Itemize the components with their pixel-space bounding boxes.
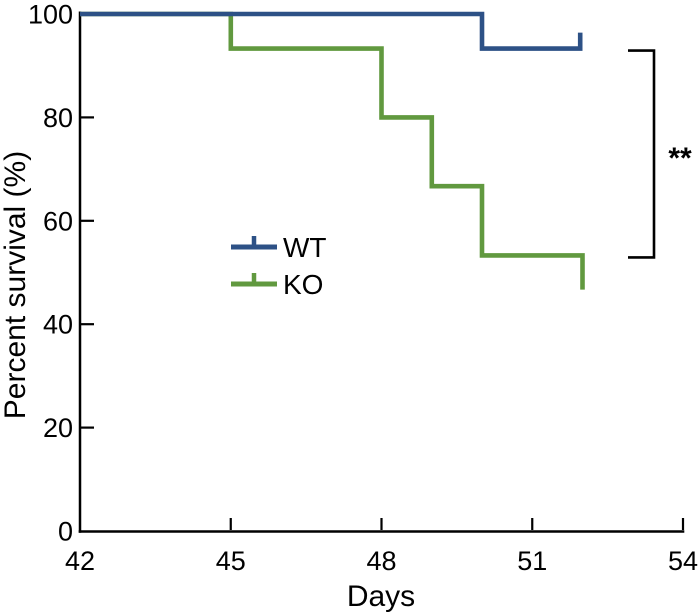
x-tick-label: 45 <box>216 546 246 576</box>
x-axis-title: Days <box>347 580 415 613</box>
legend-label-ko: KO <box>283 269 323 300</box>
y-axis-title: Percent survival (%) <box>0 151 32 419</box>
series-curve-wt <box>80 11 583 51</box>
y-tick-label: 20 <box>43 413 73 443</box>
x-tick-label: 48 <box>366 546 396 576</box>
chart-generated-layer: 42 45 48 51 54 0 20 40 60 80 100 <box>28 0 698 576</box>
y-tick-label: 80 <box>43 103 73 133</box>
y-tick-label: 40 <box>43 310 73 340</box>
y-tick-label: 60 <box>43 206 73 236</box>
y-tick-label: 0 <box>58 517 73 547</box>
significance-bracket <box>628 49 656 259</box>
x-tick-label: 42 <box>65 546 95 576</box>
series-curve-ko <box>80 11 585 290</box>
legend-label-wt: WT <box>283 232 327 263</box>
x-tick-label: 54 <box>668 546 698 576</box>
y-tick-label: 100 <box>28 0 73 30</box>
x-tick-label: 51 <box>517 546 547 576</box>
significance-label: ** <box>668 142 692 175</box>
